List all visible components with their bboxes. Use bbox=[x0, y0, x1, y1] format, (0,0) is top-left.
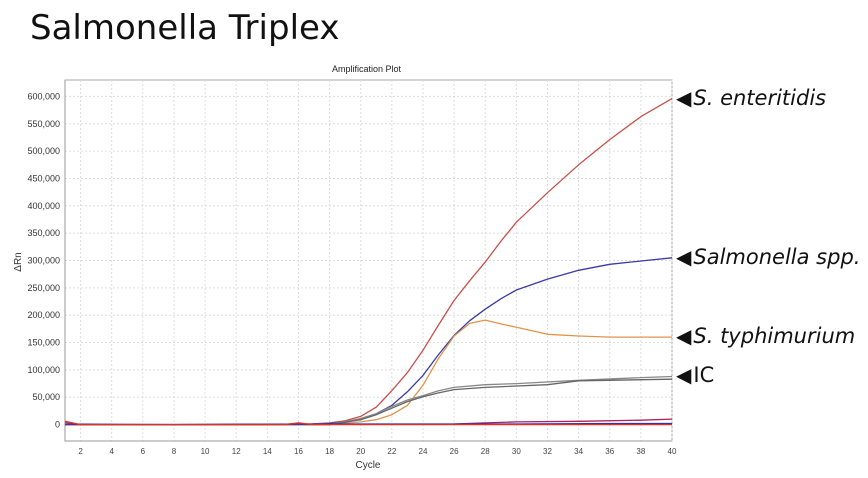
chart-title: Amplification Plot bbox=[332, 64, 402, 74]
page-title: Salmonella Triplex bbox=[30, 8, 340, 48]
y-tick-label: 350,000 bbox=[27, 228, 60, 238]
y-tick-label: 100,000 bbox=[27, 365, 60, 375]
x-tick-label: 20 bbox=[356, 447, 365, 456]
annotation-salmonella-spp: ◀ Salmonella spp. bbox=[676, 245, 860, 269]
y-tick-label: 150,000 bbox=[27, 338, 60, 348]
x-tick-label: 24 bbox=[419, 447, 428, 456]
y-tick-label: 200,000 bbox=[27, 310, 60, 320]
annotation-s-typhimurium: ◀ S. typhimurium bbox=[676, 324, 855, 348]
annotation-label: Salmonella spp. bbox=[693, 245, 861, 269]
y-tick-label: 50,000 bbox=[32, 392, 60, 402]
x-tick-label: 36 bbox=[605, 447, 614, 456]
x-tick-label: 14 bbox=[263, 447, 272, 456]
x-axis-label: Cycle bbox=[355, 460, 380, 471]
annotation-label: S. typhimurium bbox=[693, 324, 856, 348]
x-tick-label: 40 bbox=[668, 447, 677, 456]
x-tick-label: 26 bbox=[450, 447, 459, 456]
series-line-s-typhimurium bbox=[65, 319, 672, 426]
x-tick-label: 28 bbox=[481, 447, 490, 456]
annotation-label: S. enteritidis bbox=[693, 86, 827, 110]
y-tick-label: 500,000 bbox=[27, 146, 60, 156]
x-tick-label: 18 bbox=[325, 447, 334, 456]
x-tick-label: 32 bbox=[543, 447, 552, 456]
series-line-ic-1 bbox=[65, 375, 673, 426]
x-tick-label: 10 bbox=[201, 447, 210, 456]
y-tick-label: 400,000 bbox=[27, 201, 60, 211]
x-tick-label: 2 bbox=[78, 447, 83, 456]
y-tick-label: 250,000 bbox=[27, 283, 60, 293]
plot-area bbox=[64, 79, 673, 442]
annotation-s-enteritidis: ◀ S. enteritidis bbox=[676, 86, 826, 110]
series-line-ic-2 bbox=[65, 378, 673, 426]
x-tick-label: 34 bbox=[574, 447, 583, 456]
x-tick-label: 4 bbox=[109, 447, 114, 456]
left-arrow-icon: ◀ bbox=[676, 245, 692, 269]
left-arrow-icon: ◀ bbox=[676, 324, 692, 348]
y-axis-label: ΔRn bbox=[13, 252, 24, 271]
x-tick-label: 6 bbox=[141, 447, 146, 456]
y-tick-label: 300,000 bbox=[27, 256, 60, 266]
annotation-label: IC bbox=[693, 363, 715, 387]
x-tick-label: 12 bbox=[232, 447, 241, 456]
y-tick-label: 450,000 bbox=[27, 173, 60, 183]
series-line-low-3 bbox=[64, 420, 672, 426]
y-tick-label: 550,000 bbox=[27, 119, 60, 129]
left-arrow-icon: ◀ bbox=[676, 86, 692, 110]
left-arrow-icon: ◀ bbox=[676, 363, 692, 387]
y-tick-label: 0 bbox=[55, 420, 60, 430]
x-tick-label: 38 bbox=[636, 447, 645, 456]
series-line-s-enteritidis bbox=[64, 98, 673, 426]
x-tick-label: 8 bbox=[172, 447, 177, 456]
y-tick-label: 600,000 bbox=[27, 91, 60, 101]
x-tick-label: 22 bbox=[387, 447, 396, 456]
annotation-ic: ◀ IC bbox=[676, 363, 714, 387]
x-tick-label: 30 bbox=[512, 447, 521, 456]
x-tick-label: 16 bbox=[294, 447, 303, 456]
